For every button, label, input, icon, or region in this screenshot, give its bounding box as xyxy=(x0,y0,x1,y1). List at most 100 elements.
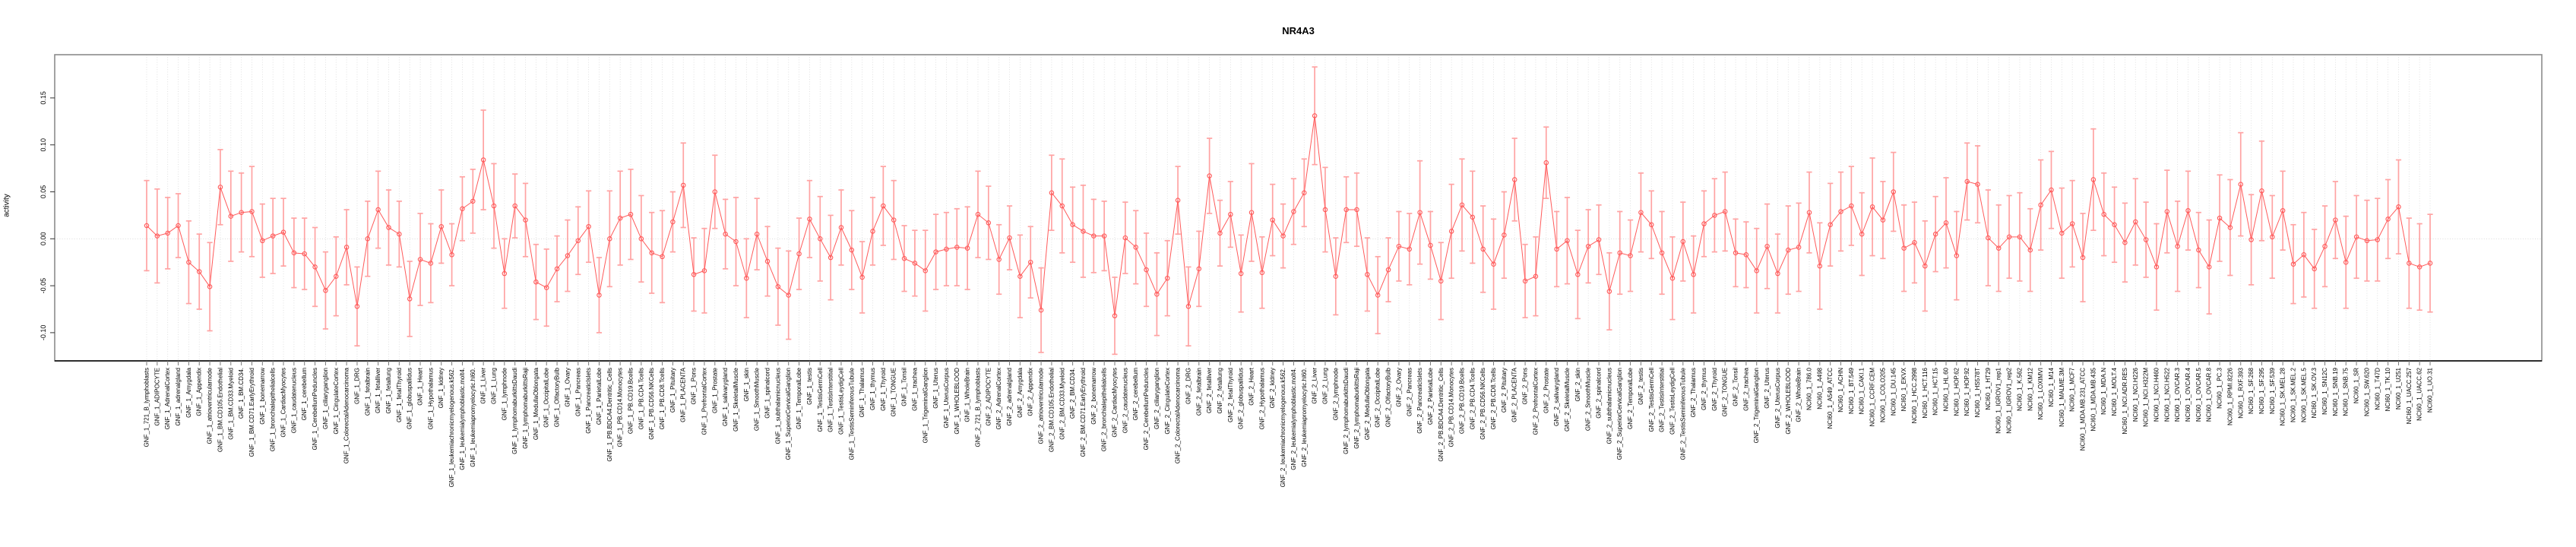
data-point xyxy=(1038,307,1044,313)
x-axis-sample-label: NCI60_1_SF.268 xyxy=(2248,367,2255,413)
data-point xyxy=(586,223,591,229)
data-point xyxy=(523,217,528,223)
x-axis-sample-label: NCI60_1_LOXIMVI xyxy=(2037,368,2044,419)
data-point xyxy=(964,245,970,251)
x-axis-sample-label: GNF_2_spinalcord xyxy=(1596,368,1603,419)
x-axis-sample-label: GNF_1_BM.CD71.EarlyErythroid xyxy=(248,368,255,457)
data-point xyxy=(1964,179,1970,185)
data-point xyxy=(2217,215,2223,221)
x-axis-sample-label: GNF_2_AdrenalCortex xyxy=(995,368,1002,429)
data-point xyxy=(249,209,255,214)
x-axis-sample-label: GNF_1_PB.CD14.Monocytes xyxy=(617,368,624,447)
data-point xyxy=(2416,264,2423,270)
data-points xyxy=(144,113,2433,318)
data-point xyxy=(2407,261,2412,266)
data-point xyxy=(996,257,1002,262)
x-axis-sample-label: GNF_2_Pons xyxy=(1522,368,1529,404)
x-axis-sample-label: GNF_1_TrigeminalGanglion xyxy=(922,368,929,443)
x-axis-sample-label: GNF_2_Hypothalamus xyxy=(1258,368,1265,429)
data-point xyxy=(733,239,739,245)
x-axis-sample-label: GNF_1_Thyroid xyxy=(880,368,887,411)
data-point xyxy=(2364,238,2370,244)
data-point xyxy=(1312,113,1318,119)
x-axis-sample-label: GNF_1_TestisGermCell xyxy=(817,368,824,432)
data-point xyxy=(1165,275,1170,281)
x-axis-sample-label: NCI60_1_NCI.H322M xyxy=(2143,368,2150,427)
x-axis-sample-label: GNF_1_adrenalgland xyxy=(175,368,182,426)
data-point xyxy=(1932,231,1938,237)
data-point xyxy=(2259,188,2264,194)
x-axis-sample-label: GNF_1_CerebellumPeduncles xyxy=(312,368,318,451)
x-axis-sample-label: GNF_1_globuspallidus xyxy=(407,368,413,429)
data-point xyxy=(786,292,791,298)
x-axis-sample-label: GNF_1_Ovary xyxy=(564,368,571,407)
data-point xyxy=(2185,207,2191,213)
data-point xyxy=(1712,213,1717,218)
x-axis-sample-label: GNF_1_fetalThyroid xyxy=(396,368,403,422)
x-axis-ticks xyxy=(146,361,2431,365)
data-point xyxy=(323,288,328,293)
x-axis-sample-label: NCI60_1_MALME.3M xyxy=(2059,368,2065,427)
x-axis-sample-label: GNF_1_kidney xyxy=(438,368,445,408)
data-point xyxy=(312,264,318,270)
x-axis-sample-label: GNF_1_testis xyxy=(806,368,813,405)
x-axis-sample-label: GNF_1_Appendix xyxy=(196,368,203,416)
x-axis-sample-label: NCI60_1_NCI.H522 xyxy=(2163,367,2170,422)
data-point xyxy=(2333,217,2338,223)
data-point xyxy=(1701,221,1707,226)
x-axis-sample-label: NCI60_1_OVCAR.5 xyxy=(2195,367,2202,422)
x-axis-sample-label: GNF_1_Thalamus xyxy=(859,368,866,417)
x-axis-sample-label: GNF_1_Pons xyxy=(691,368,698,404)
x-axis-sample-label: NCI60_1_SK.MEL.5 xyxy=(2300,367,2307,422)
data-point xyxy=(1995,245,2002,251)
x-axis-sample-label: NCI60_1_HL.60 xyxy=(1943,367,1950,411)
data-point xyxy=(449,252,454,258)
data-point xyxy=(1470,214,1476,220)
data-point xyxy=(1923,263,1928,269)
x-axis-sample-label: GNF_1_TONGUE xyxy=(891,368,897,416)
x-axis-sample-label: GNF_2_cerebellum xyxy=(1132,368,1139,421)
x-axis-sample-label: NCI60_1_M14 xyxy=(2048,367,2055,406)
x-axis-sample-label: GNF_1_PB.BDCA4.Dentritic_Cells xyxy=(606,368,613,462)
x-axis-sample-label: GNF_1_SuperiorCervicalGanglion xyxy=(785,368,792,460)
data-point xyxy=(1291,209,1296,214)
x-axis-sample-label: NCI60_1_DU.145 xyxy=(1890,367,1897,416)
x-axis-sample-label: GNF_2_ciliaryganglion xyxy=(1154,368,1160,429)
x-axis-sample-label: GNF_2_OlfactoryBulb xyxy=(1385,367,1392,427)
x-axis-sample-label: NCI60_1_SN12C xyxy=(2321,368,2328,415)
x-axis-sample-label: GNF_1_Liver xyxy=(480,368,487,404)
x-axis-sample-label: GNF_1_PrefrontalCortex xyxy=(701,368,707,435)
x-axis-sample-label: GNF_2_Prostate xyxy=(1543,367,1549,413)
x-axis-sample-label: NCI60_1_OVCAR.4 xyxy=(2185,367,2191,422)
x-axis-sample-label: GNF_2_Amygdala xyxy=(1017,367,1024,417)
x-axis-sample-label: GNF_1_DRG xyxy=(353,368,360,404)
x-axis-sample-label: NCI60_1_HS578T xyxy=(1974,368,1981,417)
data-point xyxy=(828,255,834,261)
x-axis-sample-label: GNF_2_fetalliver xyxy=(1206,368,1213,413)
x-axis-sample-label: GNF_2_MedullaOblongata xyxy=(1364,367,1371,440)
x-axis-sample-label: GNF_2_UterusCorpus xyxy=(1774,368,1781,428)
x-axis-sample-label: NCI60_1_K.562 xyxy=(2016,367,2023,410)
x-axis-sample-label: GNF_1_SkeletalMuscle xyxy=(733,367,739,432)
data-point xyxy=(2164,209,2170,214)
data-point xyxy=(2312,266,2317,272)
x-axis-sample-label: GNF_2_BM.CD71.EarlyErythroid xyxy=(1080,368,1087,457)
x-axis-sample-label: NCI60_1_UO.31 xyxy=(2427,367,2434,413)
data-point xyxy=(1669,275,1676,281)
data-point xyxy=(859,274,865,280)
data-point xyxy=(754,231,760,237)
x-axis-sample-label: NCI60_1_786.0 xyxy=(1805,367,1812,410)
x-axis-sample-label: NCI60_1_SK.MEL.28 xyxy=(2280,367,2286,425)
data-point xyxy=(1122,235,1128,241)
data-point xyxy=(565,253,571,258)
data-point xyxy=(901,256,907,261)
data-point xyxy=(838,225,844,230)
data-point xyxy=(354,304,360,309)
data-point xyxy=(2027,247,2033,253)
data-point xyxy=(1354,207,1359,213)
x-axis-sample-label: GNF_1_cerebellum xyxy=(301,368,308,421)
data-point xyxy=(239,210,244,215)
x-axis-sample-label: GNF_1_PB.CD4.Tcells xyxy=(638,368,644,429)
data-point xyxy=(954,245,960,250)
x-axis-sample-label: GNF_1_skin xyxy=(743,368,750,401)
